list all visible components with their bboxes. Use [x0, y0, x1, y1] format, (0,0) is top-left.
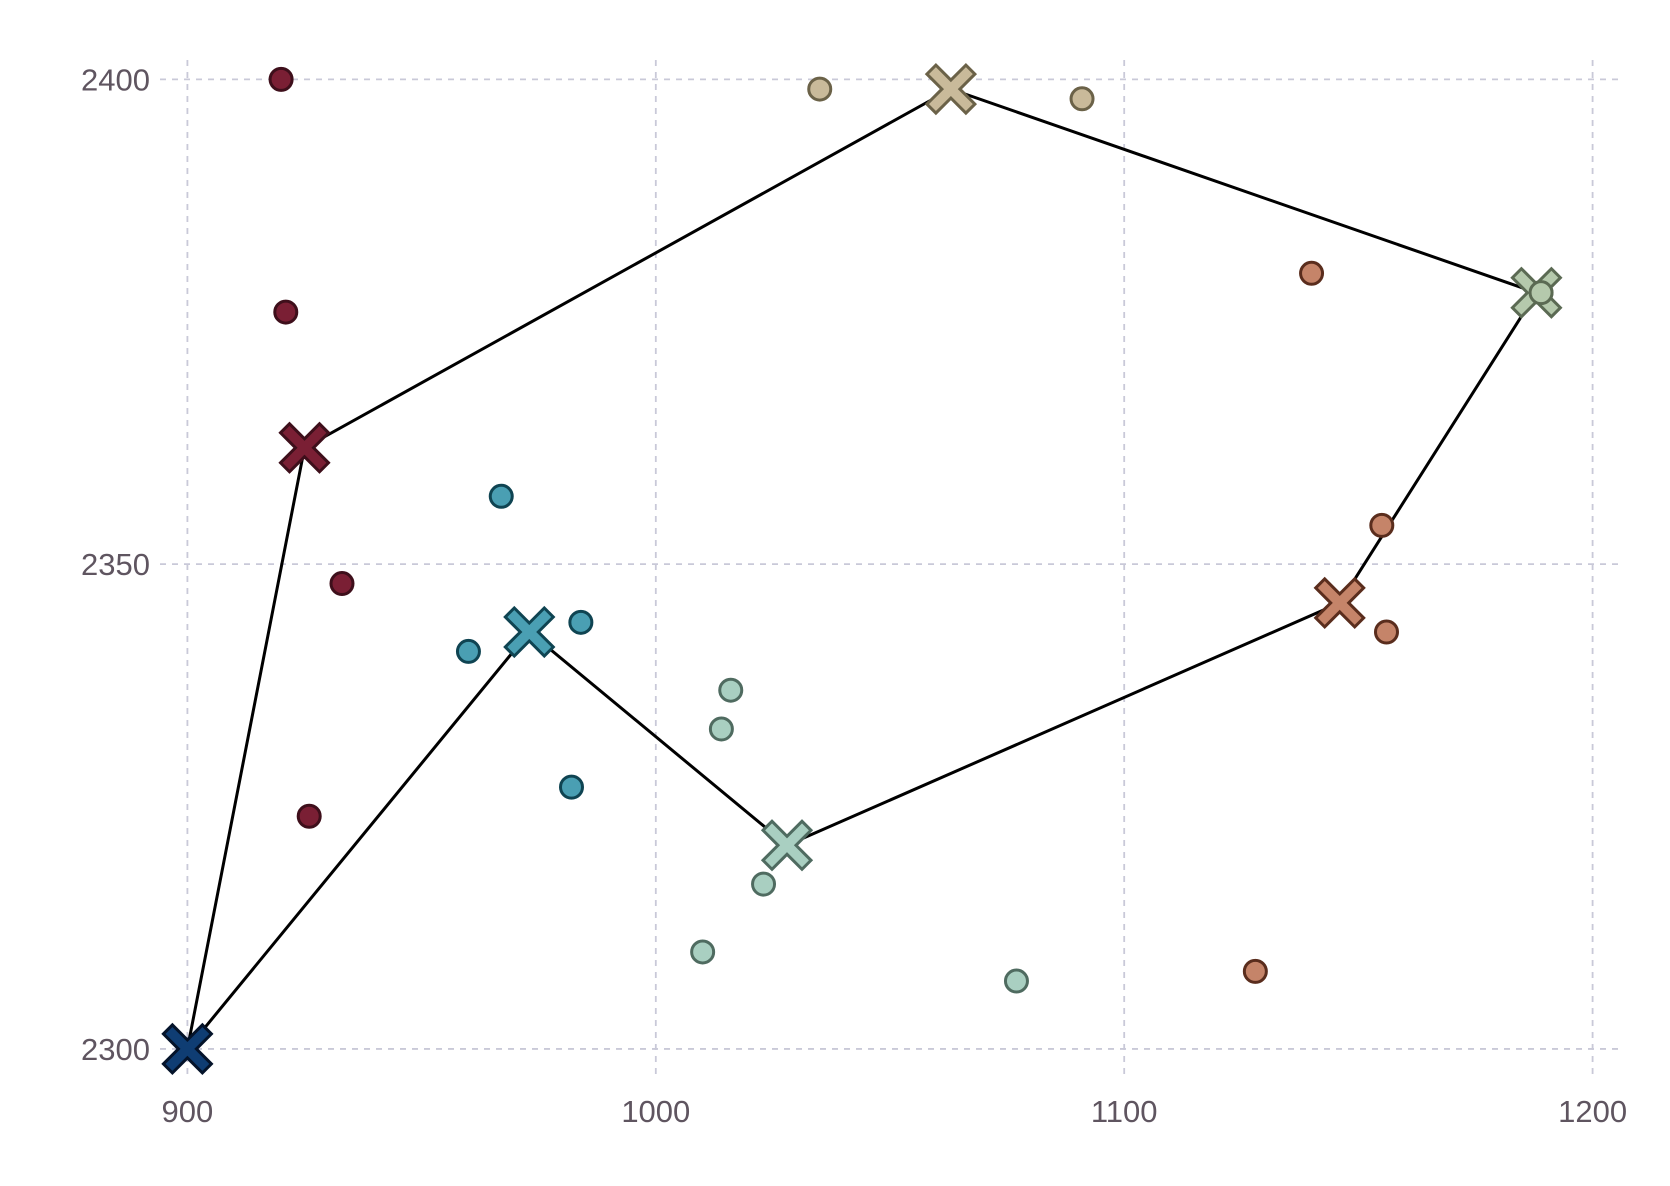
- route-line: [185, 87, 1539, 1050]
- data-point: [273, 299, 299, 325]
- data-point: [751, 871, 777, 897]
- x-tick-label: 900: [162, 1094, 214, 1129]
- data-point: [708, 716, 734, 742]
- data-point: [1299, 260, 1325, 286]
- y-tick-label: 2300: [81, 1032, 150, 1067]
- y-tick-label: 2350: [81, 547, 150, 582]
- data-point: [1369, 512, 1395, 538]
- data-point: [268, 66, 294, 92]
- data-point: [718, 677, 744, 703]
- data-point: [1373, 619, 1399, 645]
- data-point: [558, 774, 584, 800]
- data-point: [296, 803, 322, 829]
- points: [268, 66, 1554, 994]
- data-point: [329, 571, 355, 597]
- cluster-center-marker: [924, 62, 978, 116]
- data-point: [455, 638, 481, 664]
- data-point: [1069, 86, 1095, 112]
- data-point: [690, 939, 716, 965]
- cluster-center-marker: [278, 421, 331, 474]
- x-tick-label: 1200: [1558, 1094, 1627, 1129]
- cluster-center-marker: [1313, 576, 1366, 630]
- data-point: [807, 76, 833, 102]
- x-tick-label: 1100: [1091, 1094, 1158, 1129]
- y-tick-label: 2400: [81, 62, 150, 97]
- data-point: [488, 483, 514, 509]
- data-point: [568, 609, 594, 635]
- grid: [160, 60, 1620, 1078]
- data-point: [1242, 958, 1268, 984]
- x-tick-label: 1000: [621, 1094, 690, 1129]
- data-point: [1528, 280, 1554, 306]
- cluster-center-marker: [161, 1022, 214, 1076]
- route: [185, 87, 1539, 1050]
- cluster-center-marker: [760, 819, 814, 872]
- cluster-center-marker: [503, 605, 556, 659]
- cluster-centers: [161, 62, 1563, 1076]
- data-point: [1003, 968, 1029, 994]
- axes: 900 1000 1100 1200 2300 2350 2400: [81, 62, 1627, 1129]
